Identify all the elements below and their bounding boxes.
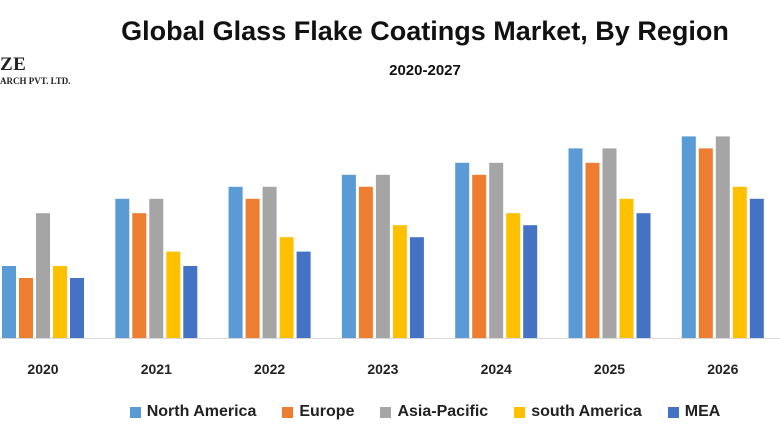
bar-asia-pacific-2024 (489, 162, 504, 338)
chart-legend: North America Europe Asia-Pacific south Ame… (0, 403, 780, 421)
bar-north-america-2025 (568, 148, 583, 338)
bar-mea-2026 (749, 198, 764, 338)
bar-europe-2022 (245, 198, 260, 338)
legend-label-asia-pacific: Asia-Pacific (397, 403, 489, 420)
bar-asia-pacific-2022 (262, 186, 277, 338)
bar-north-america-2022 (228, 186, 243, 338)
legend-item-asia-pacific: Asia-Pacific (380, 403, 488, 421)
bar-south-america-2020 (53, 266, 67, 338)
bar-south-america-2026 (732, 186, 747, 338)
bar-mea-2023 (409, 237, 424, 338)
bar-europe-2023 (358, 186, 373, 338)
legend-item-south-america: south America (514, 403, 642, 421)
legend-swatch-europe (282, 406, 294, 418)
x-tick-label-2025: 2025 (594, 361, 625, 377)
legend-label-europe: Europe (299, 403, 355, 420)
bar-europe-2024 (472, 174, 487, 338)
bar-mea-2021 (183, 266, 198, 338)
bar-asia-pacific-2026 (715, 136, 730, 338)
company-logo: ZE ARCH PVT. LTD. (0, 55, 71, 87)
x-tick-label-2026: 2026 (707, 361, 738, 377)
bar-asia-pacific-2025 (602, 148, 617, 338)
legend-label-north-america: North America (146, 403, 257, 420)
legend-item-mea: MEA (667, 403, 721, 421)
bar-asia-pacific-2020 (36, 213, 50, 338)
bar-asia-pacific-2021 (149, 198, 164, 338)
legend-swatch-mea (667, 406, 679, 418)
legend-label-mea: MEA (684, 403, 721, 420)
bar-north-america-2021 (115, 198, 130, 338)
chart-subtitle: 2020-2027 (389, 62, 461, 79)
x-tick-label-2022: 2022 (254, 361, 285, 377)
chart-title: Global Glass Flake Coatings Market, By R… (121, 16, 729, 46)
bar-north-america-2020 (2, 266, 16, 338)
bar-mea-2024 (523, 225, 538, 338)
bar-south-america-2022 (279, 237, 294, 338)
legend-item-europe: Europe (282, 403, 354, 421)
legend-swatch-north-america (129, 406, 141, 418)
legend-swatch-asia-pacific (380, 406, 392, 418)
legend-swatch-south-america (514, 406, 526, 418)
logo-line-1: ZE (0, 54, 27, 75)
x-tick-label-2023: 2023 (367, 361, 398, 377)
bar-europe-2026 (698, 148, 713, 338)
bar-europe-2025 (585, 162, 600, 338)
bar-north-america-2023 (341, 174, 356, 338)
bar-south-america-2025 (619, 198, 634, 338)
bar-mea-2020 (70, 278, 84, 338)
x-tick-label-2020: 2020 (27, 361, 58, 377)
x-tick-label-2024: 2024 (481, 361, 512, 377)
bar-north-america-2024 (455, 162, 470, 338)
bar-south-america-2024 (506, 213, 521, 338)
bar-mea-2025 (636, 213, 651, 338)
bar-europe-2020 (19, 278, 33, 338)
legend-item-north-america: North America (129, 403, 257, 421)
bar-south-america-2021 (166, 251, 181, 338)
legend-label-south-america: south America (531, 403, 642, 420)
bar-mea-2022 (296, 251, 311, 338)
logo-line-2: ARCH PVT. LTD. (0, 76, 71, 86)
bar-asia-pacific-2023 (375, 174, 390, 338)
bar-south-america-2023 (392, 225, 407, 338)
bar-north-america-2026 (681, 136, 696, 338)
bar-europe-2021 (132, 213, 147, 338)
x-tick-label-2021: 2021 (141, 361, 172, 377)
